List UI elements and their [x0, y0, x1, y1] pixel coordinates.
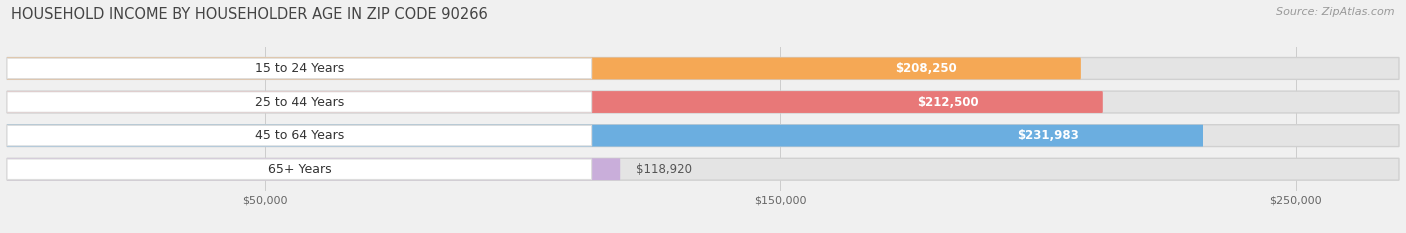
FancyBboxPatch shape [793, 92, 1102, 112]
FancyBboxPatch shape [7, 58, 1399, 79]
FancyBboxPatch shape [311, 159, 620, 179]
FancyBboxPatch shape [7, 58, 1081, 79]
FancyBboxPatch shape [7, 91, 1102, 113]
FancyBboxPatch shape [7, 125, 592, 146]
Text: $231,983: $231,983 [1018, 129, 1080, 142]
FancyBboxPatch shape [7, 58, 592, 79]
Text: $212,500: $212,500 [917, 96, 979, 109]
FancyBboxPatch shape [894, 126, 1204, 146]
FancyBboxPatch shape [7, 125, 1204, 147]
Text: 65+ Years: 65+ Years [267, 163, 332, 176]
FancyBboxPatch shape [7, 159, 592, 179]
FancyBboxPatch shape [7, 125, 1399, 147]
Text: 25 to 44 Years: 25 to 44 Years [254, 96, 344, 109]
Text: Source: ZipAtlas.com: Source: ZipAtlas.com [1277, 7, 1395, 17]
Text: $118,920: $118,920 [636, 163, 692, 176]
FancyBboxPatch shape [7, 91, 1399, 113]
FancyBboxPatch shape [7, 158, 1399, 180]
FancyBboxPatch shape [7, 92, 592, 112]
FancyBboxPatch shape [7, 158, 620, 180]
Text: 45 to 64 Years: 45 to 64 Years [254, 129, 344, 142]
Text: $208,250: $208,250 [896, 62, 957, 75]
Text: HOUSEHOLD INCOME BY HOUSEHOLDER AGE IN ZIP CODE 90266: HOUSEHOLD INCOME BY HOUSEHOLDER AGE IN Z… [11, 7, 488, 22]
Text: 15 to 24 Years: 15 to 24 Years [254, 62, 344, 75]
FancyBboxPatch shape [772, 58, 1081, 78]
